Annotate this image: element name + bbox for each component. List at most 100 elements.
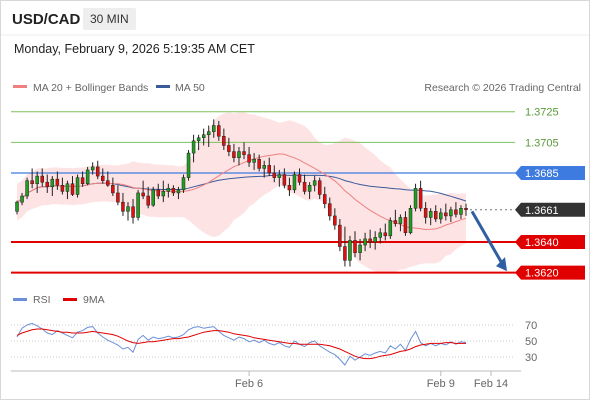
rsi-tick-50: 50: [525, 336, 537, 348]
candle-body: [201, 134, 206, 139]
ma20-legend-swatch: [13, 85, 27, 88]
candle-body: [449, 209, 453, 217]
candle-body: [166, 188, 171, 192]
candle-body: [333, 215, 337, 226]
candle-body: [126, 206, 130, 212]
candle-body: [30, 180, 34, 184]
candle-body: [252, 158, 256, 163]
timeframe-badge[interactable]: 30 MIN: [83, 8, 136, 30]
candle-body: [171, 188, 176, 194]
candle-body: [358, 244, 362, 253]
rsi-legend-label: RSI: [33, 294, 51, 306]
symbol-title: USD/CAD: [12, 11, 81, 28]
candle-body: [348, 240, 352, 261]
bollinger-bands: [17, 112, 466, 274]
candle-body: [242, 151, 246, 155]
x-tick-label: Feb 14: [474, 378, 508, 390]
candle-body: [40, 175, 44, 183]
candle-body: [50, 178, 55, 188]
candle-body: [121, 201, 125, 212]
candle-body: [181, 177, 186, 191]
candle-body: [45, 181, 50, 188]
candle-body: [65, 183, 70, 192]
candle-body: [378, 232, 382, 238]
candle-body: [131, 206, 135, 218]
candle-body: [312, 180, 317, 186]
candle-body: [322, 194, 327, 204]
x-axis: Feb 6 Feb 9 Feb 14: [235, 371, 508, 390]
level-tag-1.3685: [515, 166, 585, 181]
rsi-legend-swatch: [13, 298, 27, 301]
candle-body: [156, 189, 161, 197]
candle-body: [95, 166, 100, 177]
candle-body: [25, 180, 29, 197]
candle-body: [151, 189, 155, 206]
x-tick-label: Feb 9: [427, 378, 455, 390]
candle-body: [343, 246, 347, 261]
candle-body: [454, 209, 458, 215]
rsi-ma-legend-label: 9MA: [83, 294, 105, 306]
level-tag-1.3661: [515, 202, 585, 217]
rsi-panel: 70 50 30: [11, 320, 537, 366]
ma20-legend-label: MA 20 + Bollinger Bands: [33, 82, 148, 94]
candle-body: [413, 188, 418, 209]
level-value-1.3661: 1.3661: [525, 205, 559, 217]
candle-body: [338, 224, 342, 247]
candle-body: [464, 208, 468, 211]
candle-body: [302, 181, 307, 192]
credit-label: Research © 2026 Trading Central: [424, 82, 581, 94]
candle-body: [227, 145, 231, 152]
candle-body: [15, 201, 19, 212]
candle-body: [262, 165, 266, 169]
rsi-tick-30: 30: [525, 352, 537, 364]
candle-body: [206, 131, 211, 135]
candle-body: [423, 208, 428, 218]
candle-body: [433, 211, 438, 220]
rsi-ma-legend-swatch: [63, 298, 77, 301]
candle-body: [292, 174, 297, 191]
candle-body: [60, 185, 65, 192]
level-value-1.3620: 1.3620: [525, 268, 559, 280]
candle-body: [232, 151, 236, 158]
candle-body: [176, 189, 181, 194]
candle-body: [277, 174, 282, 178]
candle-body: [141, 192, 145, 197]
level-value-1.3725: 1.3725: [525, 107, 559, 119]
candle-body: [212, 125, 216, 132]
candle-body: [317, 180, 322, 195]
level-tag-1.3620: [515, 265, 585, 280]
candle-body: [328, 203, 332, 217]
candle-body: [418, 188, 423, 209]
candle-body: [146, 195, 150, 206]
rsi-tick-70: 70: [525, 320, 537, 332]
candle-body: [80, 177, 85, 184]
x-tick-label: Feb 6: [235, 378, 263, 390]
candle-body: [222, 135, 226, 146]
level-labels: 1.3725 1.3705 1.3685 1.3661 1.3640 1.3620: [515, 107, 585, 280]
candle-body: [408, 208, 413, 234]
candlesticks: [15, 119, 468, 267]
candle-body: [237, 151, 241, 158]
candle-body: [55, 178, 60, 186]
forecast-arrow-head: [496, 257, 507, 272]
candle-body: [186, 152, 191, 178]
candle-body: [20, 195, 24, 203]
candle-body: [196, 137, 201, 142]
ma50-legend-swatch: [156, 85, 170, 88]
candle-body: [428, 211, 433, 218]
candle-body: [247, 154, 251, 163]
candle-body: [136, 192, 140, 218]
candle-body: [101, 175, 105, 181]
candle-body: [459, 208, 463, 215]
datetime-label: Monday, February 9, 2026 5:19:35 AM CET: [14, 42, 255, 56]
candle-body: [85, 169, 90, 184]
bollinger-band-fill: [17, 112, 466, 274]
candle-body: [267, 165, 271, 174]
candle-body: [393, 220, 398, 224]
candle-body: [161, 191, 166, 197]
forecast-arrow-shaft: [470, 210, 505, 266]
candle-body: [353, 240, 357, 253]
candle-body: [383, 232, 388, 237]
candle-body: [373, 237, 377, 243]
candle-body: [403, 217, 408, 234]
